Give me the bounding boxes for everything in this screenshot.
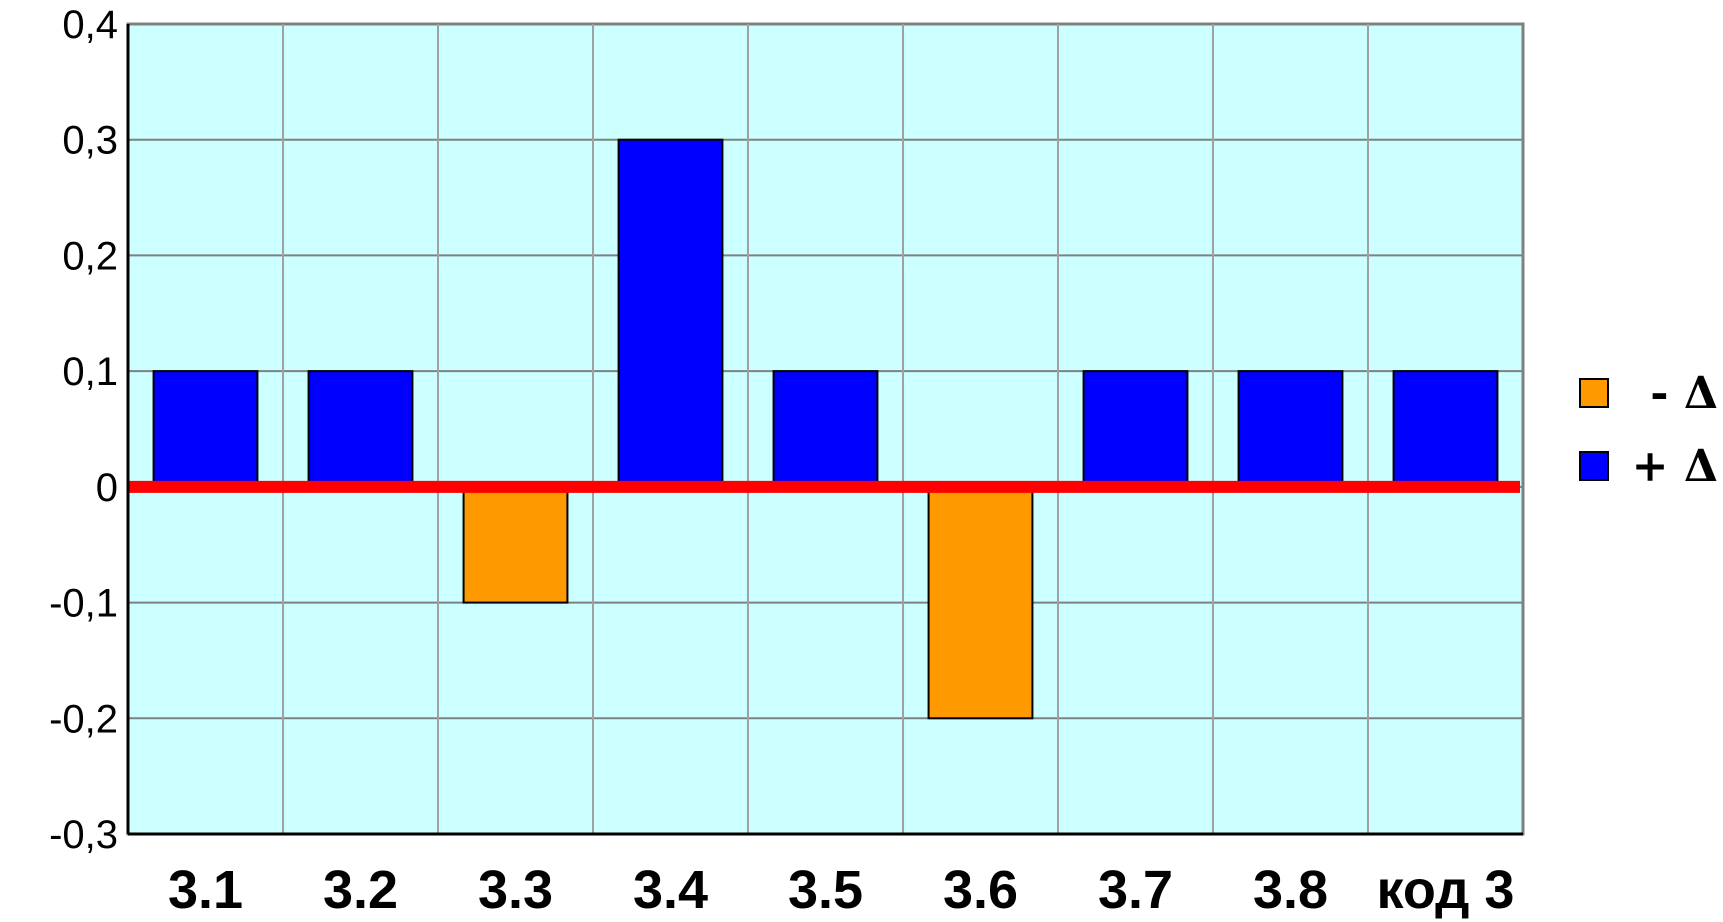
- x-tick-label: 3.2: [323, 860, 398, 920]
- x-tick-label: 3.1: [168, 860, 243, 920]
- x-axis-ticks: 3.1 3.2 3.3 3.4 3.5 3.6 3.7 3.8 код 3: [168, 860, 1514, 920]
- bar-3.4: [617, 138, 724, 488]
- bar-3.7: [1082, 370, 1189, 488]
- y-tick-label: 0,3: [62, 119, 118, 163]
- y-tick-label: 0,1: [62, 350, 118, 394]
- y-axis-ticks: 0,4 0,3 0,2 0,1 0 -0,1 -0,2 -0,3: [49, 3, 118, 857]
- y-tick-label: 0,4: [62, 3, 118, 47]
- y-tick-label: -0,2: [49, 697, 118, 741]
- bar-код 3: [1392, 370, 1499, 488]
- y-tick-label: 0: [96, 466, 118, 510]
- x-tick-label: код 3: [1377, 860, 1515, 920]
- x-tick-label: 3.6: [943, 860, 1018, 920]
- x-tick-label: 3.3: [478, 860, 553, 920]
- x-tick-label: 3.7: [1098, 860, 1173, 920]
- legend-label: - Δ: [1650, 368, 1718, 419]
- bars: [152, 138, 1499, 720]
- x-tick-label: 3.4: [633, 860, 708, 920]
- legend-label: + Δ: [1632, 441, 1718, 492]
- gridlines: [128, 23, 1523, 835]
- y-tick-label: -0,1: [49, 582, 118, 626]
- legend: - Δ + Δ: [1579, 368, 1718, 492]
- bar-3.1: [152, 370, 259, 488]
- y-tick-label: 0,2: [62, 234, 118, 278]
- legend-swatch: [1579, 378, 1609, 408]
- bar-3.6: [927, 485, 1034, 720]
- bar-3.5: [772, 370, 879, 488]
- x-tick-label: 3.5: [788, 860, 863, 920]
- y-tick-label: -0,3: [49, 813, 118, 857]
- legend-swatch: [1579, 451, 1609, 481]
- bar-3.3: [462, 485, 569, 604]
- x-tick-label: 3.8: [1253, 860, 1328, 920]
- bar-3.8: [1237, 370, 1344, 488]
- bar-3.2: [307, 370, 414, 488]
